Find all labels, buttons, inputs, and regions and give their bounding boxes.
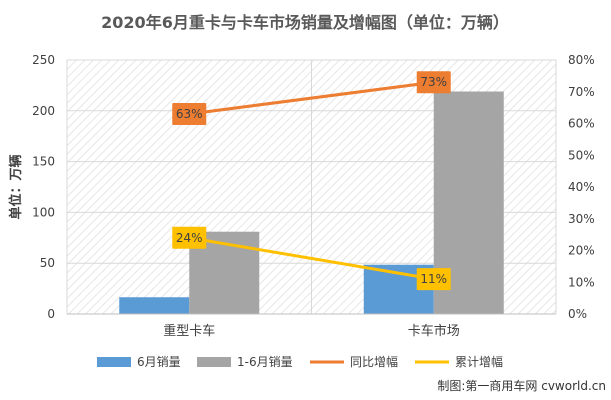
category-label: 卡车市场: [408, 323, 460, 339]
data-label: 11%: [420, 272, 447, 286]
data-label-box: [416, 71, 451, 94]
line-series-1: [189, 80, 434, 116]
y2-tick-label: 80%: [568, 53, 595, 67]
y-tick-label: 50: [40, 256, 55, 270]
legend-label: 同比增幅: [350, 354, 398, 369]
y2-tick-label: 0%: [568, 307, 587, 321]
data-label: 73%: [420, 75, 447, 89]
y2-tick-label: 30%: [568, 212, 595, 226]
legend-label: 累计增幅: [455, 354, 503, 369]
y-tick-label: 200: [32, 104, 55, 118]
data-labels: 63% 73% 24% 11%: [172, 71, 451, 291]
bar-1-1: [119, 297, 190, 314]
y2-tick-label: 20%: [568, 244, 595, 258]
data-label-box: [172, 102, 207, 125]
legend-swatch: [197, 357, 231, 367]
legend-swatch: [97, 357, 131, 367]
data-label: 24%: [176, 231, 203, 245]
y2-tick-label: 60%: [568, 117, 595, 131]
lines: [189, 80, 434, 281]
data-label-box: [172, 226, 207, 249]
y2-tick-label: 10%: [568, 275, 595, 289]
category-label: 重型卡车: [163, 323, 215, 339]
data-label: 63%: [176, 107, 203, 121]
y2-tick-label: 50%: [568, 148, 595, 162]
axes: 0 50 100 150 200 250 0% 10% 20% 30% 40% 50% 60% 70% 80…: [32, 53, 595, 339]
chart-title: 2020年6月重卡与卡车市场销量及增幅图（单位：万辆）: [101, 13, 509, 32]
legend: 6月销量 1-6月销量 同比增幅 累计增幅: [97, 354, 503, 369]
legend-label: 6月销量: [137, 355, 181, 369]
line-series-2: [189, 236, 434, 281]
bars: [119, 91, 504, 314]
y2-tick-label: 40%: [568, 180, 595, 194]
y-tick-label: 0: [47, 307, 55, 321]
y-tick-label: 100: [32, 205, 55, 219]
y2-tick-label: 70%: [568, 85, 595, 99]
y-axis-label: 单位：万辆: [8, 154, 24, 219]
legend-label: 1-6月销量: [237, 355, 293, 369]
data-label-box: [416, 268, 451, 291]
y-tick-label: 250: [32, 53, 55, 67]
credit-text: 制图:第一商用车网 cvworld.cn: [437, 378, 606, 393]
y-tick-label: 150: [32, 155, 55, 169]
